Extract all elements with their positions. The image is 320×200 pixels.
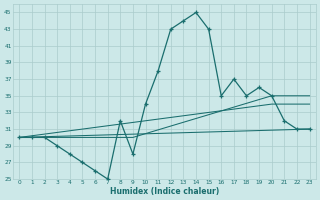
X-axis label: Humidex (Indice chaleur): Humidex (Indice chaleur) [110, 187, 219, 196]
